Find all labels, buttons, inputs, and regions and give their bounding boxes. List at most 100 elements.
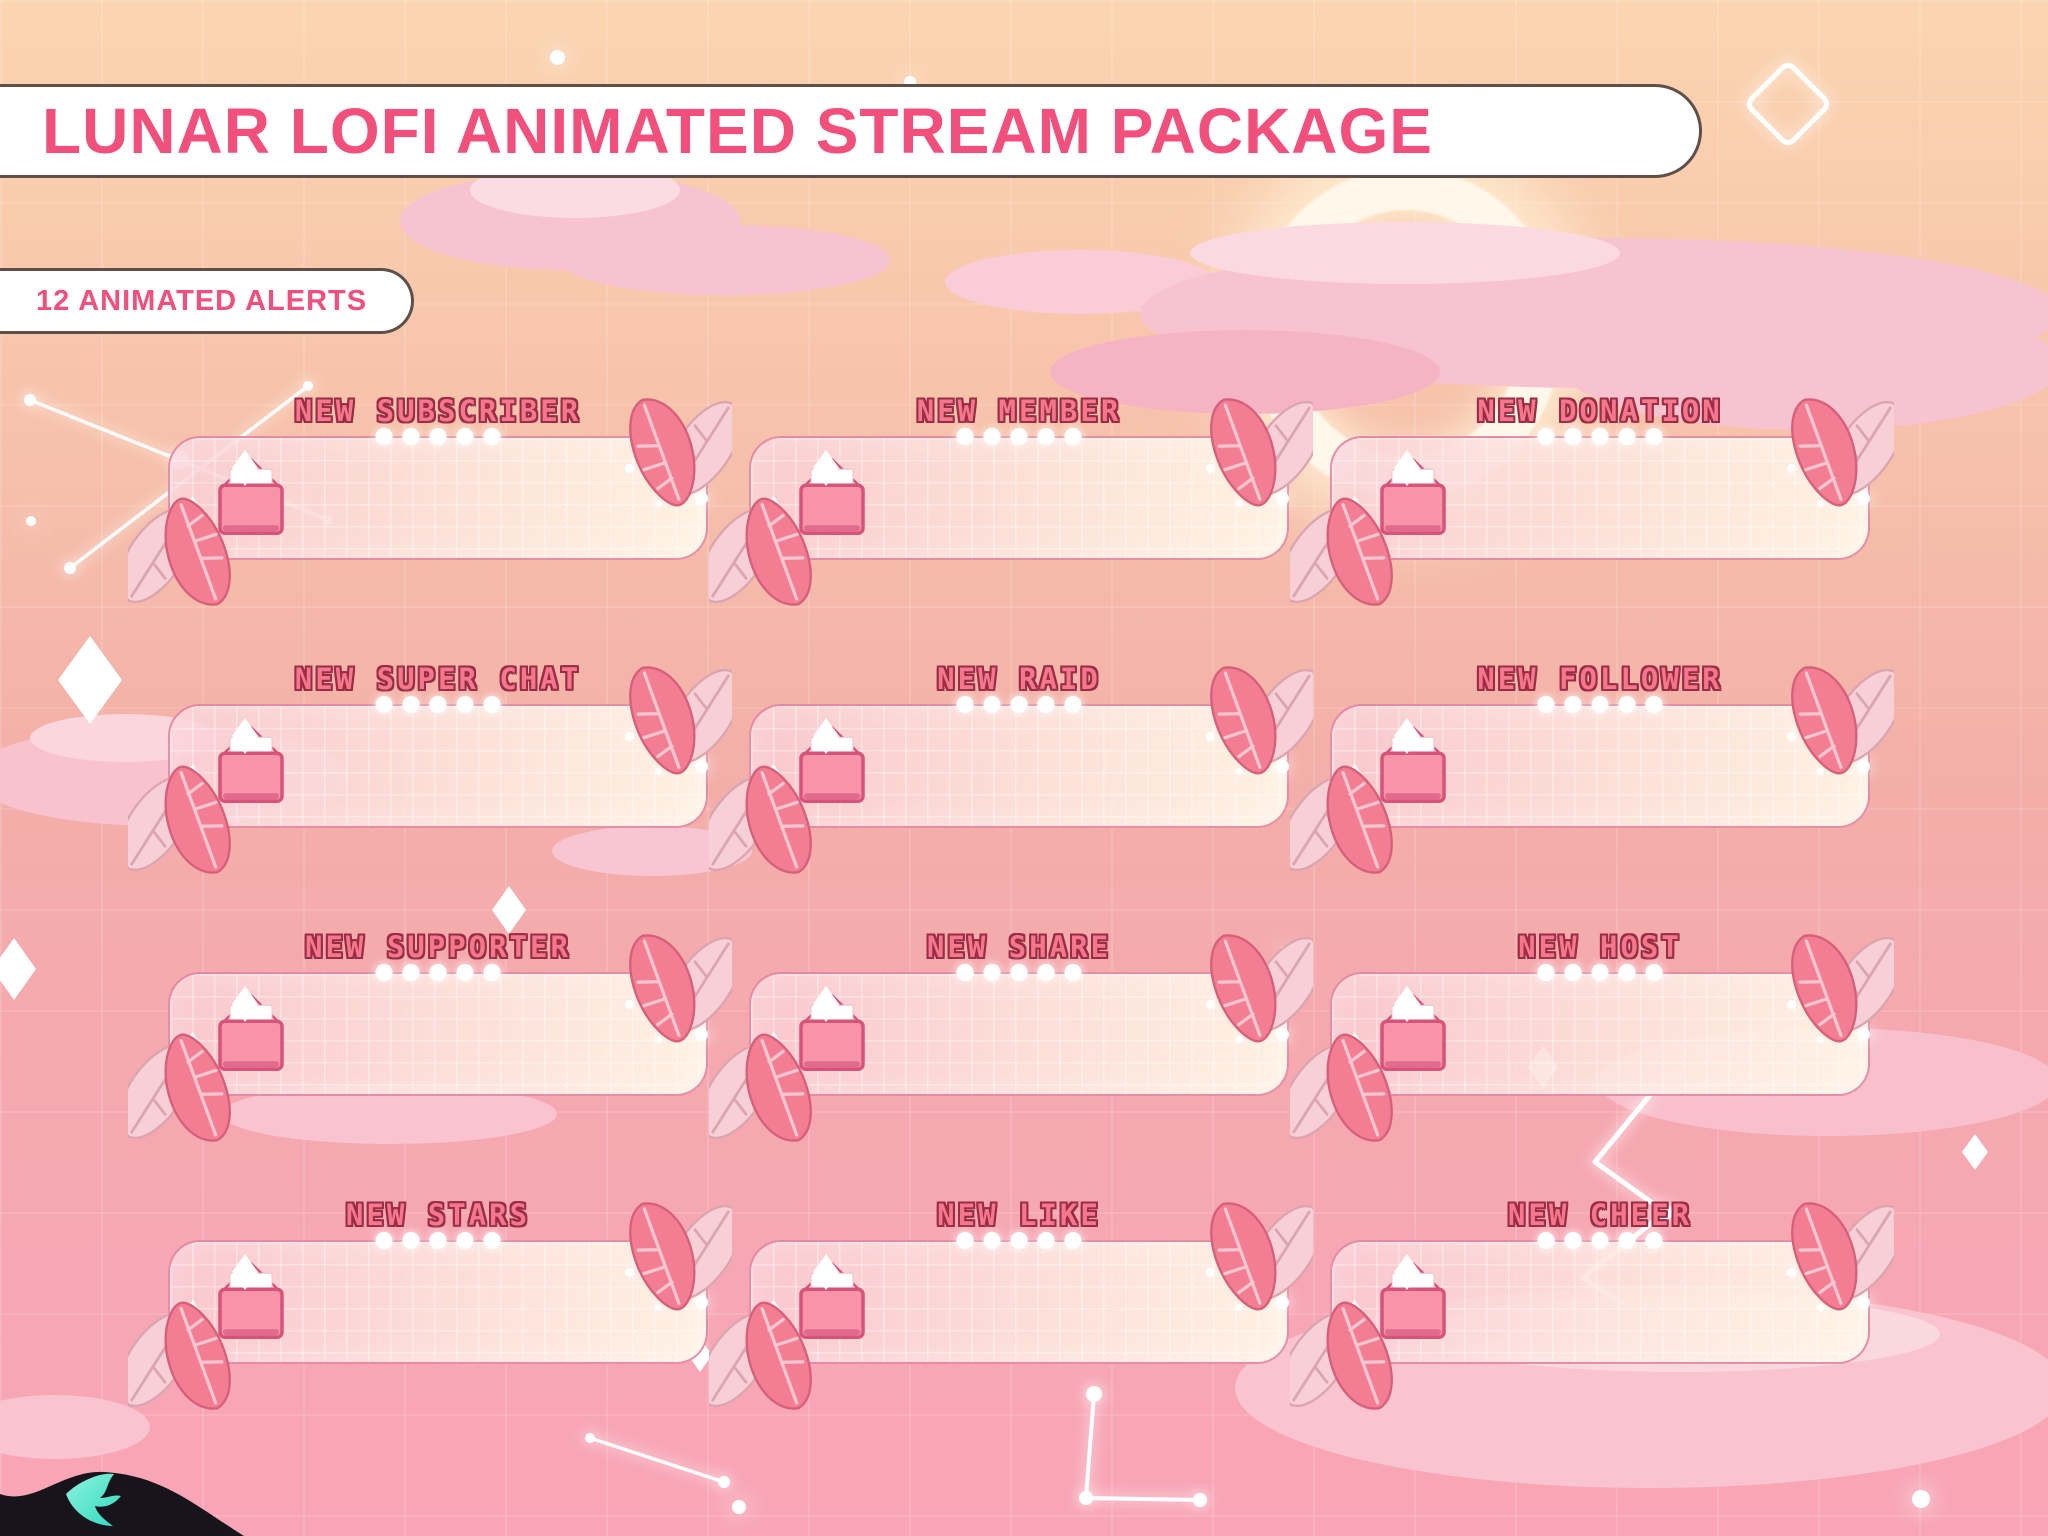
sparkle-icon	[58, 636, 122, 724]
alert-dot	[429, 696, 447, 713]
alert-dots	[956, 696, 1082, 713]
alert-dot	[1037, 964, 1055, 981]
alert-title-new-member: NEW MEMBER	[916, 394, 1122, 428]
glow-dot	[695, 1296, 708, 1309]
alert-dot	[1037, 428, 1055, 445]
sparkle-icon	[765, 496, 782, 520]
glow-dot	[655, 1036, 662, 1043]
alert-dot	[1564, 964, 1582, 981]
glow-dot	[1236, 500, 1243, 507]
glow-dot	[1817, 500, 1824, 507]
alert-dot	[1564, 1232, 1582, 1249]
glow-dot	[1236, 1304, 1243, 1311]
alert-dot	[1010, 428, 1028, 445]
glow-dot	[1206, 732, 1215, 741]
alert-dot	[1591, 964, 1609, 981]
alert-dot	[429, 428, 447, 445]
sparkle-icon	[765, 764, 782, 788]
constellation-line	[585, 1433, 730, 1488]
alert-panel-new-subscriber	[168, 436, 708, 560]
alert-dot	[983, 964, 1001, 981]
alert-dot	[1064, 1232, 1082, 1249]
alert-dot	[1618, 1232, 1636, 1249]
alert-panel-new-host	[1330, 972, 1870, 1096]
alert-dots	[956, 1232, 1082, 1249]
glow-dot	[695, 760, 708, 773]
alert-dot	[1010, 964, 1028, 981]
glow-dot	[695, 492, 708, 505]
glow-dot	[1912, 1490, 1930, 1508]
sparkle-icon	[765, 1300, 782, 1324]
alert-dot	[956, 964, 974, 981]
alert-dot	[1591, 696, 1609, 713]
alert-dot	[375, 1232, 393, 1249]
sparkle-icon	[184, 1032, 201, 1056]
glow-dot	[625, 732, 634, 741]
alert-dot	[375, 696, 393, 713]
alert-dot	[1537, 696, 1555, 713]
alert-dots	[1537, 428, 1663, 445]
glow-dot	[1817, 1304, 1824, 1311]
glow-dot	[1236, 768, 1243, 775]
alert-dot	[375, 964, 393, 981]
sparkle-icon	[1346, 496, 1363, 520]
alert-cell-new-cheer: NEW CHEER	[1330, 1196, 1870, 1464]
cloud	[0, 1395, 150, 1459]
alert-dot	[1010, 1232, 1028, 1249]
alert-panel-new-raid	[749, 704, 1289, 828]
glow-dot	[1787, 464, 1796, 473]
alert-title-new-cheer: NEW CHEER	[1507, 1198, 1693, 1232]
alert-dot	[456, 696, 474, 713]
alert-dot	[456, 1232, 474, 1249]
glow-dot	[1857, 1028, 1870, 1041]
glow-dot	[1817, 768, 1824, 775]
sparkle-outline-icon	[1742, 58, 1834, 150]
alert-panel-new-supporter	[168, 972, 708, 1096]
alert-panel-new-cheer	[1330, 1240, 1870, 1364]
glow-dot	[550, 50, 565, 65]
alert-title-new-raid: NEW RAID	[937, 662, 1101, 696]
glow-dot	[1276, 492, 1289, 505]
alert-dot	[1591, 1232, 1609, 1249]
alert-panel-new-donation	[1330, 436, 1870, 560]
sparkle-icon	[1346, 1032, 1363, 1056]
alert-dots	[375, 1232, 501, 1249]
alert-panel-new-stars	[168, 1240, 708, 1364]
alert-panel-new-share	[749, 972, 1289, 1096]
glow-dot	[1236, 1036, 1243, 1043]
alerts-count-badge: 12 ANIMATED ALERTS	[0, 268, 414, 334]
sparkle-icon	[765, 1032, 782, 1056]
alert-dot	[483, 1232, 501, 1249]
alert-dot	[1645, 428, 1663, 445]
alert-dot	[402, 964, 420, 981]
alert-dot	[1537, 964, 1555, 981]
alert-dot	[483, 964, 501, 981]
alert-title-new-follower: NEW FOLLOWER	[1477, 662, 1723, 696]
alert-cell-new-super-chat: NEW SUPER CHAT	[168, 660, 708, 928]
alert-dot	[956, 428, 974, 445]
alert-dot	[1564, 696, 1582, 713]
alert-dot	[1645, 1232, 1663, 1249]
alert-dots	[375, 428, 501, 445]
alert-cell-new-follower: NEW FOLLOWER	[1330, 660, 1870, 928]
alert-dot	[1537, 428, 1555, 445]
alert-cell-new-host: NEW HOST	[1330, 928, 1870, 1196]
alert-panel-new-super-chat	[168, 704, 708, 828]
alert-panel-new-follower	[1330, 704, 1870, 828]
glow-dot	[655, 1304, 662, 1311]
alert-dot	[456, 964, 474, 981]
alert-dots	[956, 964, 1082, 981]
glow-dot	[732, 1500, 746, 1514]
glow-dot	[1276, 1296, 1289, 1309]
glow-dot	[1276, 1028, 1289, 1041]
glow-dot	[625, 1000, 634, 1009]
alert-title-new-stars: NEW STARS	[345, 1198, 531, 1232]
alert-dots	[1537, 696, 1663, 713]
alert-dot	[1064, 428, 1082, 445]
glow-dot	[1857, 760, 1870, 773]
alert-cell-new-supporter: NEW SUPPORTER	[168, 928, 708, 1196]
glow-dot	[1857, 492, 1870, 505]
cloud	[560, 225, 890, 295]
sparkle-icon	[1962, 1134, 1988, 1170]
